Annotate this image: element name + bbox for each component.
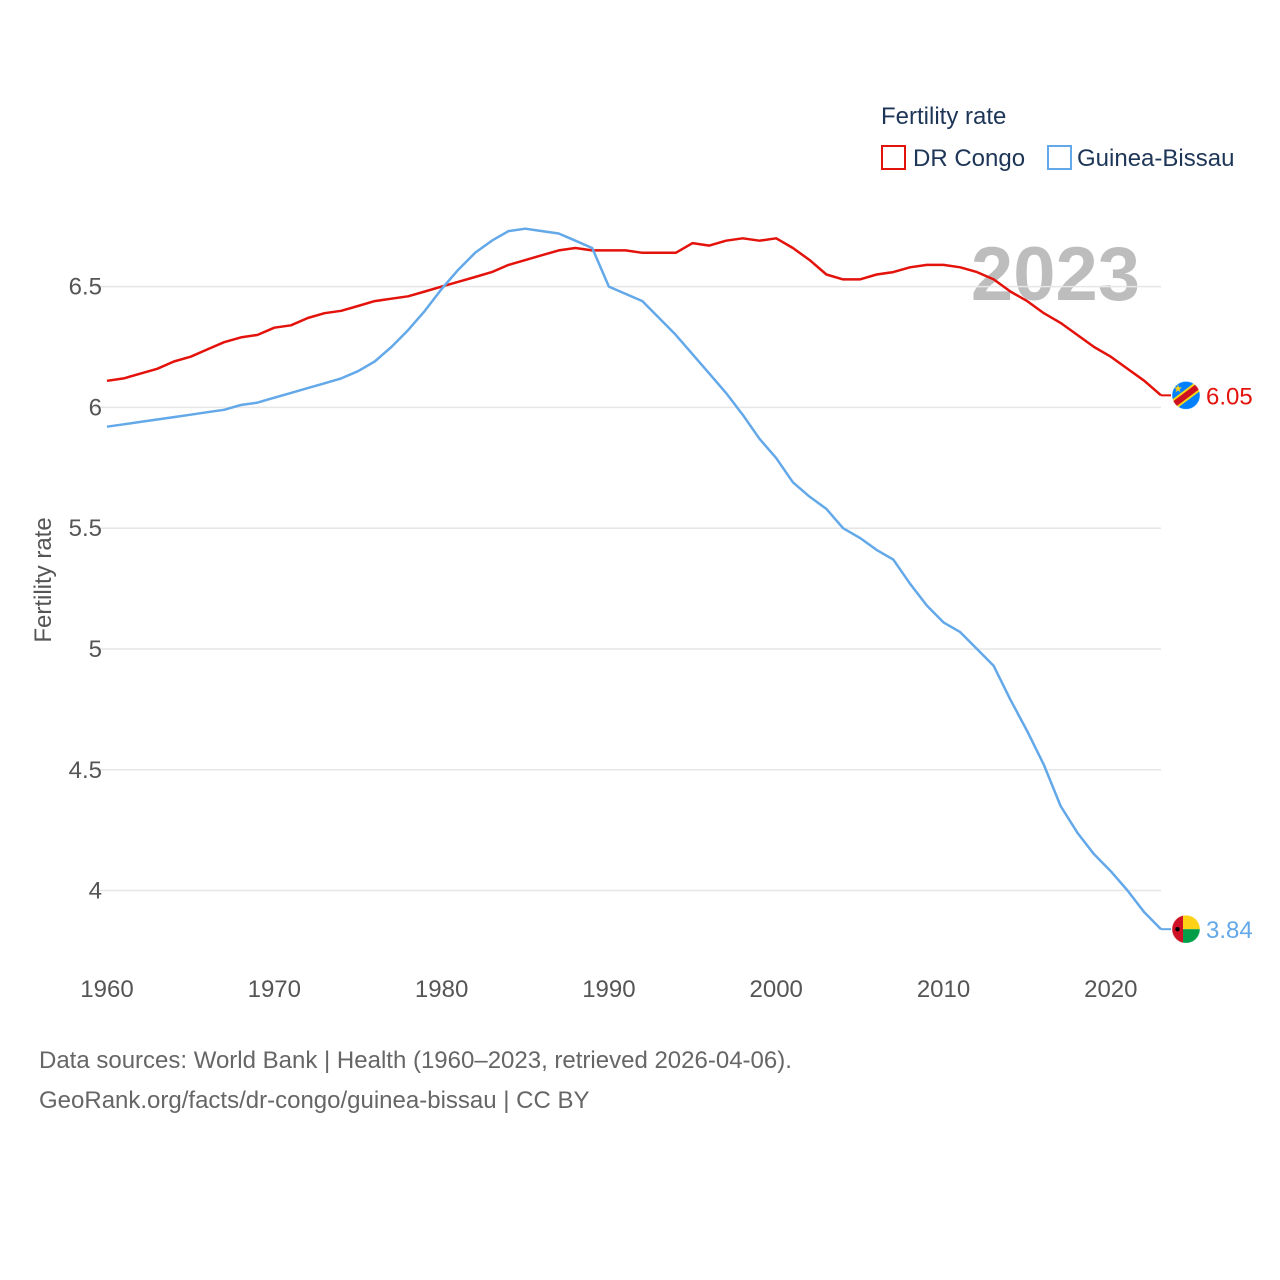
x-tick-label: 1970 bbox=[248, 976, 301, 1003]
y-tick-label: 4 bbox=[89, 878, 102, 905]
attribution-link[interactable]: GeoRank.org/facts/dr-congo/guinea-bissau… bbox=[39, 1087, 590, 1114]
series-line-guinea-bissau bbox=[106, 227, 1162, 931]
x-tick-labels: 1960 1970 1980 1990 2000 2010 2020 bbox=[80, 976, 1137, 1003]
legend-title: Fertility rate bbox=[881, 103, 1006, 130]
legend-swatch-guinea-bissau bbox=[1047, 145, 1072, 170]
legend-swatch-dr-congo bbox=[881, 145, 906, 170]
y-tick-label: 6.5 bbox=[69, 274, 102, 301]
gridlines bbox=[95, 285, 1161, 892]
end-value-label-guinea-bissau: 3.84 bbox=[1206, 917, 1253, 944]
y-tick-label: 5 bbox=[89, 636, 102, 663]
x-tick-label: 2020 bbox=[1084, 976, 1137, 1003]
y-tick-label: 6 bbox=[89, 394, 102, 421]
end-value-label-dr-congo: 6.05 bbox=[1206, 383, 1253, 410]
x-tick-label: 1980 bbox=[415, 976, 468, 1003]
legend: Fertility rate DR Congo Guinea-Bissau bbox=[881, 103, 1234, 172]
x-tick-label: 2010 bbox=[917, 976, 970, 1003]
x-tick-label: 1990 bbox=[582, 976, 635, 1003]
y-axis-label: Fertility rate bbox=[30, 517, 57, 642]
guinea-bissau-flag-icon bbox=[1171, 914, 1201, 944]
x-tick-label: 1960 bbox=[80, 976, 133, 1003]
data-sources-text: Data sources: World Bank | Health (1960–… bbox=[39, 1047, 792, 1074]
series-lines bbox=[106, 227, 1162, 931]
y-tick-label: 4.5 bbox=[69, 757, 102, 784]
legend-label-dr-congo: DR Congo bbox=[913, 145, 1025, 172]
y-tick-labels: 4 4.5 5 5.5 6 6.5 bbox=[69, 274, 102, 905]
series-line-dr-congo bbox=[106, 237, 1162, 397]
series-end-markers: 6.05 3.84 bbox=[1161, 380, 1253, 944]
x-tick-label: 2000 bbox=[750, 976, 803, 1003]
year-display: 2023 bbox=[971, 232, 1140, 317]
dr-congo-flag-icon bbox=[1171, 380, 1201, 410]
legend-label-guinea-bissau: Guinea-Bissau bbox=[1077, 145, 1234, 172]
y-tick-label: 5.5 bbox=[69, 515, 102, 542]
